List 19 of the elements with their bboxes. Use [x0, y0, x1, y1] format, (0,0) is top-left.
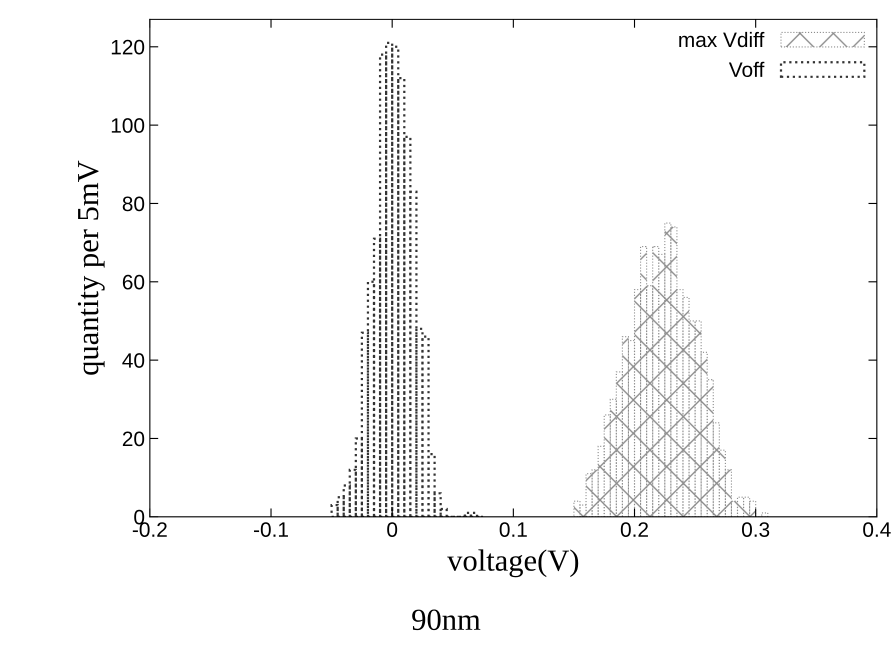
y-tick-label: 20	[122, 431, 144, 446]
y-tick-label: 100	[112, 118, 144, 133]
legend-label: max Vdiff	[679, 32, 764, 48]
x-axis-title: voltage(V)	[447, 549, 578, 578]
legend-label: Voff	[728, 62, 764, 78]
x-tick-label: 0	[387, 522, 398, 537]
y-tick-label: 40	[122, 353, 144, 368]
x-tick-label: 0.2	[620, 522, 648, 537]
y-axis-title: quantity per 5mV	[78, 160, 105, 375]
x-tick-label: 0.4	[863, 522, 891, 537]
y-tick-label: 80	[122, 196, 144, 212]
x-tick-label: -0.2	[132, 522, 167, 537]
y-tick-label: 0	[134, 510, 144, 525]
x-tick-label: 0.3	[742, 522, 770, 537]
y-tick-label: 120	[112, 40, 144, 55]
y-tick-label: 60	[122, 274, 144, 290]
x-tick-label: 0.1	[500, 522, 527, 537]
x-tick-label: -0.1	[254, 522, 288, 537]
text: 90nm	[412, 609, 480, 630]
